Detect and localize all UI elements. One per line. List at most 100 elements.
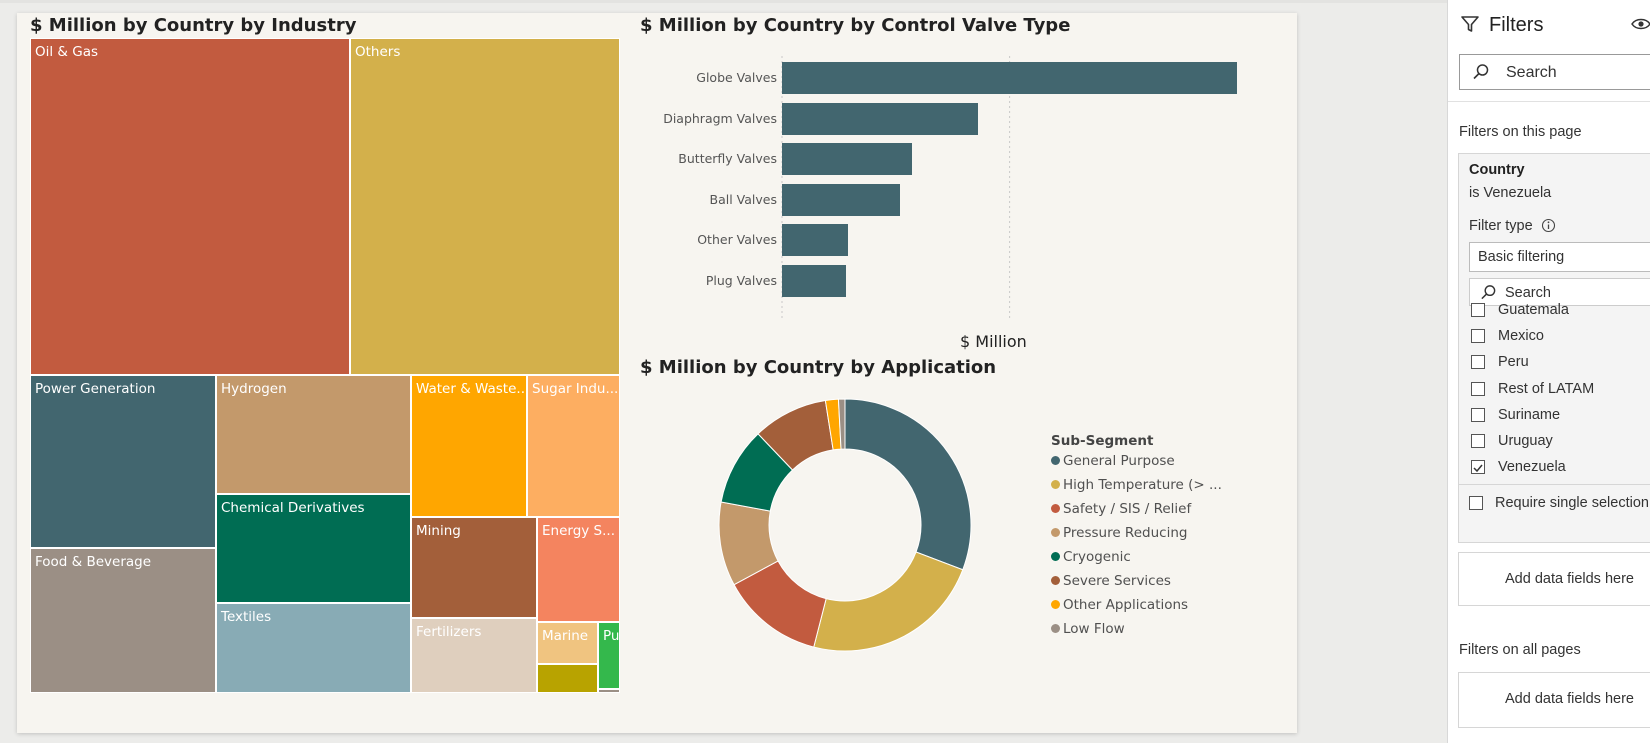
treemap-cell[interactable]: Hydrogen bbox=[216, 375, 411, 494]
filter-funnel-icon bbox=[1460, 14, 1480, 39]
filter-condition: is Venezuela bbox=[1469, 185, 1552, 201]
treemap-cell[interactable]: Energy S... bbox=[537, 517, 620, 622]
filter-values-search-input[interactable]: Search bbox=[1505, 285, 1551, 301]
bar[interactable] bbox=[782, 143, 912, 175]
treemap-cell-label: Pulp ... bbox=[603, 628, 620, 644]
valve-type-bar-chart[interactable]: Globe Valves Diaphragm Valves Butterfly Va… bbox=[627, 48, 1238, 328]
bar-category-label: Butterfly Valves bbox=[678, 151, 777, 166]
filter-option-checkbox[interactable] bbox=[1471, 460, 1485, 475]
treemap-cell[interactable]: Sugar Indu... bbox=[527, 375, 620, 517]
filter-type-label: Filter type bbox=[1469, 218, 1533, 234]
filter-type-dropdown[interactable]: Basic filtering bbox=[1469, 242, 1650, 272]
legend-label: Pressure Reducing bbox=[1063, 525, 1188, 541]
legend-label: General Purpose bbox=[1063, 453, 1175, 469]
application-donut-chart[interactable] bbox=[695, 375, 995, 675]
treemap-cell[interactable]: Others bbox=[350, 38, 620, 375]
filter-option-label[interactable]: Suriname bbox=[1498, 406, 1561, 423]
treemap-cell[interactable] bbox=[598, 689, 620, 693]
legend-item[interactable]: High Temperature (> ... bbox=[1051, 477, 1222, 493]
treemap-cell[interactable]: Fertilizers bbox=[411, 618, 537, 693]
bar[interactable] bbox=[782, 102, 978, 135]
info-icon[interactable] bbox=[1541, 218, 1556, 238]
treemap-cell[interactable] bbox=[537, 664, 598, 693]
legend-label: High Temperature (> ... bbox=[1063, 477, 1222, 493]
legend-item[interactable]: Pressure Reducing bbox=[1051, 525, 1187, 541]
filter-values-search[interactable]: Search bbox=[1469, 278, 1650, 306]
treemap-cell[interactable]: Power Generation bbox=[30, 375, 216, 548]
legend-dot bbox=[1051, 456, 1060, 465]
donut-legend-title: Sub-Segment bbox=[1051, 433, 1154, 449]
filter-option-checkbox[interactable] bbox=[1471, 434, 1485, 448]
bar-category-label: Other Valves bbox=[697, 232, 777, 247]
bar[interactable] bbox=[782, 224, 848, 256]
legend-dot bbox=[1051, 528, 1060, 537]
legend-dot bbox=[1051, 624, 1060, 633]
filter-option-checkbox[interactable] bbox=[1471, 381, 1485, 396]
donut-slice[interactable] bbox=[813, 551, 964, 652]
legend-item[interactable]: Other Applications bbox=[1051, 597, 1188, 613]
bar-category-label: Diaphragm Valves bbox=[663, 110, 777, 126]
donut-title: $ Million by Country by Application bbox=[640, 357, 997, 378]
filter-option-label[interactable]: Guatemala bbox=[1498, 302, 1569, 318]
treemap-cell[interactable]: Water & Waste... bbox=[411, 375, 527, 517]
add-data-fields-all-label: Add data fields here bbox=[1505, 691, 1634, 707]
filter-option-label[interactable]: Venezuela bbox=[1498, 459, 1566, 476]
legend-item[interactable]: Low Flow bbox=[1051, 621, 1125, 637]
filter-option-checkbox[interactable] bbox=[1471, 329, 1485, 344]
filter-option-checkbox[interactable] bbox=[1471, 407, 1485, 422]
donut-slice[interactable] bbox=[844, 398, 972, 571]
treemap-cell-label: Others bbox=[355, 44, 401, 60]
add-data-fields-all-pages[interactable]: Add data fields here bbox=[1458, 672, 1650, 728]
card-divider bbox=[1459, 484, 1650, 485]
bar[interactable] bbox=[782, 183, 901, 216]
search-input[interactable]: Search bbox=[1506, 64, 1557, 81]
legend-item[interactable]: Severe Services bbox=[1051, 573, 1171, 589]
industry-treemap[interactable]: Oil & Gas Others Power Generation Hydrogen W… bbox=[30, 38, 620, 693]
treemap-cell[interactable]: Textiles bbox=[216, 603, 411, 693]
add-data-fields-label: Add data fields here bbox=[1505, 571, 1634, 587]
add-data-fields-page[interactable]: Add data fields here bbox=[1458, 552, 1650, 606]
treemap-cell-label: Food & Beverage bbox=[35, 554, 152, 570]
filters-pane: Filters Search Filters on this page Coun… bbox=[1447, 0, 1650, 743]
treemap-cell[interactable]: Food & Beverage bbox=[30, 548, 216, 693]
filter-field-name: Country bbox=[1469, 162, 1525, 178]
legend-dot bbox=[1051, 480, 1060, 489]
filter-type-value: Basic filtering bbox=[1478, 249, 1565, 265]
treemap-cell-label: Sugar Indu... bbox=[532, 381, 619, 397]
treemap-cell[interactable]: Chemical Derivatives bbox=[216, 494, 411, 603]
legend-item[interactable]: Cryogenic bbox=[1051, 549, 1131, 565]
legend-label: Cryogenic bbox=[1063, 549, 1131, 565]
legend-item[interactable]: General Purpose bbox=[1051, 453, 1175, 469]
filter-option-label[interactable]: Uruguay bbox=[1498, 433, 1553, 449]
treemap-cell[interactable]: Oil & Gas bbox=[30, 38, 350, 375]
treemap-cell-label: Fertilizers bbox=[416, 624, 482, 640]
filter-option-label[interactable]: Peru bbox=[1498, 354, 1529, 371]
filters-on-this-page-heading: Filters on this page bbox=[1459, 124, 1582, 140]
filter-option-checkbox[interactable] bbox=[1471, 303, 1485, 317]
treemap-cell[interactable]: Mining bbox=[411, 517, 537, 618]
eye-icon[interactable] bbox=[1631, 14, 1650, 39]
require-single-selection-label: Require single selection bbox=[1495, 495, 1649, 511]
treemap-cell-label: Textiles bbox=[221, 609, 272, 625]
pane-divider bbox=[1448, 101, 1650, 102]
legend-dot bbox=[1051, 600, 1060, 609]
filter-option-checkbox[interactable] bbox=[1471, 355, 1485, 370]
bar[interactable] bbox=[782, 264, 846, 297]
treemap-cell-label: Hydrogen bbox=[221, 381, 287, 397]
require-single-selection-checkbox[interactable] bbox=[1469, 496, 1483, 510]
treemap-cell[interactable]: Pulp ... bbox=[598, 622, 620, 689]
donut-slice[interactable] bbox=[837, 398, 846, 450]
filters-search-box[interactable]: Search bbox=[1459, 54, 1650, 90]
country-filter-card[interactable]: Country is Venezuela Filter type Basic f… bbox=[1458, 153, 1650, 543]
treemap-cell-label: Energy S... bbox=[542, 523, 615, 539]
bar-category-label: Ball Valves bbox=[709, 191, 777, 207]
treemap-cell-label: Water & Waste... bbox=[416, 381, 527, 397]
bar[interactable] bbox=[782, 62, 1238, 94]
legend-item[interactable]: Safety / SIS / Relief bbox=[1051, 501, 1191, 517]
filter-option-label[interactable]: Mexico bbox=[1498, 328, 1544, 345]
treemap-cell-label: Chemical Derivatives bbox=[221, 500, 365, 516]
treemap-cell[interactable]: Marine bbox=[537, 622, 598, 664]
donut-legend: General Purpose High Temperature (> ... Sa… bbox=[1051, 453, 1241, 653]
treemap-title: $ Million by Country by Industry bbox=[30, 15, 357, 36]
filter-option-label[interactable]: Rest of LATAM bbox=[1498, 380, 1595, 397]
